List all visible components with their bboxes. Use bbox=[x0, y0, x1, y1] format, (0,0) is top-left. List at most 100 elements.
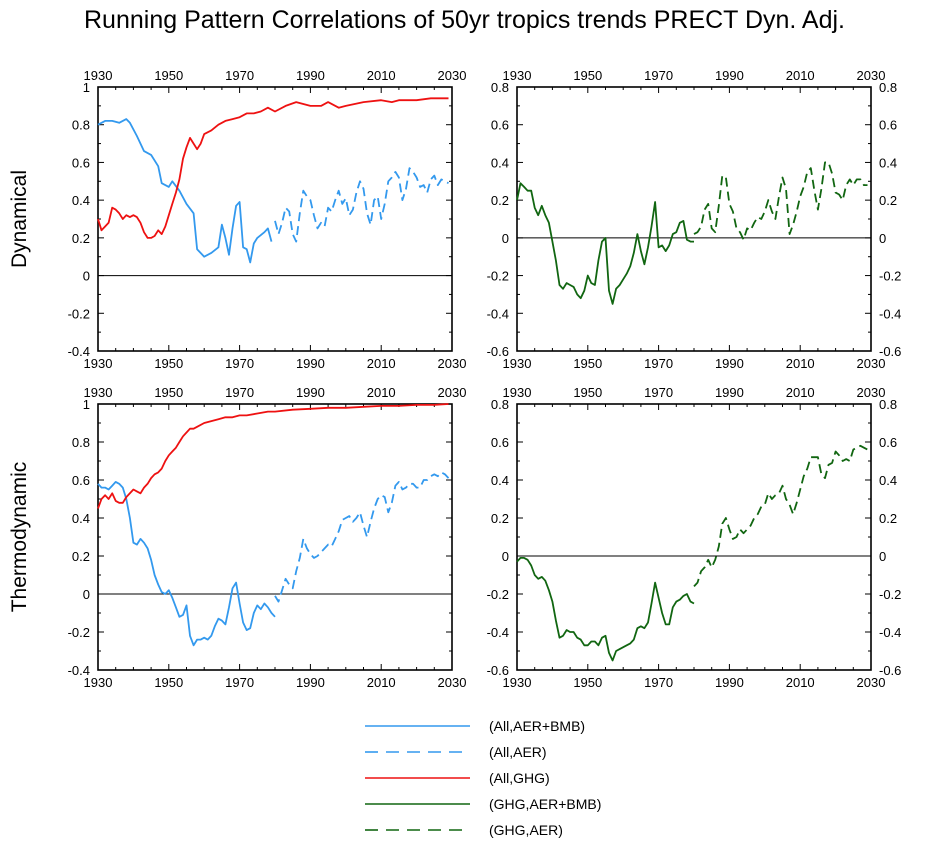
y-tick-label-right: -0.4 bbox=[879, 625, 901, 640]
y-tick-label: 0.2 bbox=[72, 231, 90, 246]
x-tick-label: 1990 bbox=[296, 356, 325, 371]
y-tick-label-right: -0.2 bbox=[879, 269, 901, 284]
x-tick-label-top: 1990 bbox=[715, 385, 744, 400]
y-tick-label: -0.6 bbox=[487, 663, 509, 678]
y-tick-label-right: -0.6 bbox=[879, 344, 901, 359]
panel-dynamical-right: 1930 1930 1950 1950 1970 1970 1990 1990 2010 2010… bbox=[487, 68, 902, 371]
y-tick-label: 0.6 bbox=[491, 435, 509, 450]
panel-thermodynamic-left: 1930 1930 1950 1950 1970 1970 1990 1990 2010 2010… bbox=[8, 385, 466, 690]
y-tick-label: -0.2 bbox=[68, 625, 90, 640]
x-tick-label: 1970 bbox=[644, 675, 673, 690]
legend: (All,AER+BMB) (All,AER) (All,GHG) (GHG,AER+… bbox=[365, 718, 601, 838]
x-tick-label: 1950 bbox=[573, 356, 602, 371]
plot-frame bbox=[97, 403, 453, 671]
x-tick-label: 1970 bbox=[225, 675, 254, 690]
x-tick-label: 1950 bbox=[573, 675, 602, 690]
x-tick-label-top: 2030 bbox=[438, 385, 467, 400]
legend-label: (All,AER) bbox=[489, 744, 547, 760]
y-tick-label-right: 0.4 bbox=[879, 155, 897, 170]
y-tick-label-right: -0.4 bbox=[879, 306, 901, 321]
plot-frame bbox=[516, 403, 872, 671]
y-tick-label: 0.2 bbox=[72, 549, 90, 564]
x-tick-label-top: 1970 bbox=[225, 385, 254, 400]
y-tick-label: -0.4 bbox=[487, 306, 509, 321]
x-tick-label: 2030 bbox=[857, 675, 886, 690]
y-tick-label: 0 bbox=[502, 549, 509, 564]
x-tick-label: 2010 bbox=[786, 356, 815, 371]
y-tick-label: 0.4 bbox=[491, 473, 509, 488]
y-tick-label-right: 0.6 bbox=[879, 118, 897, 133]
x-tick-label-top: 1930 bbox=[503, 68, 532, 83]
y-tick-label-right: 0.8 bbox=[879, 397, 897, 412]
legend-label: (All,GHG) bbox=[489, 770, 550, 786]
series-line bbox=[97, 480, 276, 647]
x-tick-label-top: 1950 bbox=[573, 68, 602, 83]
y-tick-label: -0.2 bbox=[487, 587, 509, 602]
y-tick-label: 0.6 bbox=[491, 118, 509, 133]
x-tick-label: 1930 bbox=[503, 356, 532, 371]
y-tick-label: 0.8 bbox=[491, 397, 509, 412]
series-line bbox=[693, 161, 868, 241]
plot-frame bbox=[97, 86, 453, 352]
y-tick-label: -0.6 bbox=[487, 344, 509, 359]
series-line bbox=[274, 471, 450, 603]
y-tick-label: 0 bbox=[83, 269, 90, 284]
x-tick-label-top: 1950 bbox=[154, 385, 183, 400]
y-tick-label: -0.4 bbox=[68, 663, 90, 678]
y-tick-label-right: 0.2 bbox=[879, 511, 897, 526]
series-line bbox=[97, 97, 449, 239]
x-tick-label-top: 2030 bbox=[438, 68, 467, 83]
x-tick-label-top: 1950 bbox=[154, 68, 183, 83]
series-line bbox=[516, 557, 695, 662]
y-tick-label-right: 0 bbox=[879, 231, 886, 246]
x-tick-label: 2030 bbox=[438, 356, 467, 371]
x-tick-label-top: 1930 bbox=[84, 385, 113, 400]
y-tick-label: 0.2 bbox=[491, 511, 509, 526]
y-tick-label-right: 0 bbox=[879, 549, 886, 564]
x-tick-label-top: 1970 bbox=[225, 68, 254, 83]
x-tick-label-top: 2010 bbox=[367, 385, 396, 400]
x-tick-label: 1950 bbox=[154, 356, 183, 371]
y-tick-label: -0.4 bbox=[487, 625, 509, 640]
y-tick-label: 0.8 bbox=[72, 118, 90, 133]
x-tick-label: 1970 bbox=[644, 356, 673, 371]
y-tick-label-right: 0.6 bbox=[879, 435, 897, 450]
chart-title: Running Pattern Correlations of 50yr tro… bbox=[84, 6, 845, 34]
x-tick-label-top: 2010 bbox=[786, 385, 815, 400]
panel-thermodynamic-right: 1930 1930 1950 1950 1970 1970 1990 1990 2010 2010… bbox=[487, 385, 902, 690]
y-tick-label: 0.4 bbox=[72, 511, 90, 526]
x-tick-label: 1970 bbox=[225, 356, 254, 371]
x-tick-label: 2010 bbox=[367, 675, 396, 690]
x-tick-label-top: 2030 bbox=[857, 68, 886, 83]
y-tick-label: 0.2 bbox=[491, 193, 509, 208]
row-label: Dynamical bbox=[8, 170, 31, 268]
series-line bbox=[693, 444, 868, 588]
x-tick-label: 2010 bbox=[786, 675, 815, 690]
series-line bbox=[97, 118, 273, 264]
y-tick-label: 0 bbox=[502, 231, 509, 246]
y-tick-label: 0.4 bbox=[72, 193, 90, 208]
x-tick-label: 1990 bbox=[296, 675, 325, 690]
y-tick-label: 1 bbox=[83, 80, 90, 95]
series-line bbox=[516, 182, 694, 305]
x-tick-label-top: 1990 bbox=[296, 385, 325, 400]
x-tick-label: 2030 bbox=[438, 675, 467, 690]
x-tick-label: 1930 bbox=[84, 356, 113, 371]
y-tick-label: 0.6 bbox=[72, 155, 90, 170]
panel-dynamical-left: 1930 1930 1950 1950 1970 1970 1990 1990 2010 2010… bbox=[8, 68, 466, 371]
x-tick-label-top: 1970 bbox=[644, 68, 673, 83]
x-tick-label-top: 1990 bbox=[296, 68, 325, 83]
legend-label: (GHG,AER+BMB) bbox=[489, 796, 601, 812]
x-tick-label: 2010 bbox=[367, 356, 396, 371]
series-line bbox=[97, 403, 449, 509]
legend-label: (GHG,AER) bbox=[489, 822, 563, 838]
x-tick-label: 1930 bbox=[84, 675, 113, 690]
y-tick-label: 0.6 bbox=[72, 473, 90, 488]
y-tick-label: 0.8 bbox=[72, 435, 90, 450]
y-tick-label-right: -0.2 bbox=[879, 587, 901, 602]
row-label: Thermodynamic bbox=[8, 462, 31, 613]
x-tick-label: 2030 bbox=[857, 356, 886, 371]
y-tick-label: -0.4 bbox=[68, 344, 90, 359]
x-tick-label-top: 1970 bbox=[644, 385, 673, 400]
